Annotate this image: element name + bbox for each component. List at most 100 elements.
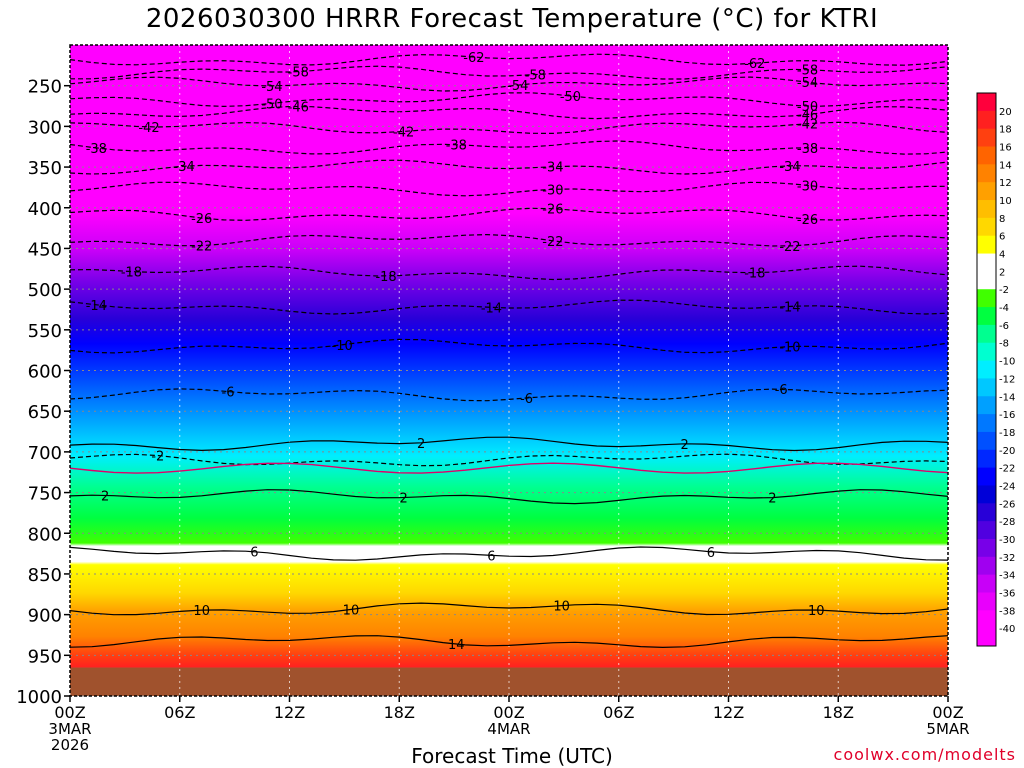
y-tick-label: 450 <box>28 239 62 260</box>
isotherm-label: 14 <box>448 638 465 653</box>
isotherm-line <box>69 299 949 315</box>
isotherm-label: -26 <box>191 212 212 227</box>
y-tick-label: 900 <box>28 606 62 627</box>
isotherm-label: 2 <box>399 492 407 507</box>
isotherm-label: -50 <box>797 100 818 115</box>
isotherm-label: 2 <box>417 437 425 452</box>
isotherm-label: -6 <box>775 383 788 398</box>
colorbar-swatch <box>977 592 996 611</box>
colorbar-label: 10 <box>999 196 1012 207</box>
colorbar-swatch <box>977 235 996 255</box>
colorbar-label: -2 <box>999 285 1009 296</box>
y-tick-label: 1000 <box>16 687 62 708</box>
y-tick-label: 800 <box>28 524 62 545</box>
isotherm-label: -54 <box>797 76 818 91</box>
colorbar-swatch <box>977 342 996 362</box>
colorbar-label: -38 <box>999 606 1015 617</box>
y-tick-label: 400 <box>28 199 62 220</box>
isotherm-line <box>69 105 949 120</box>
isotherm-label: -38 <box>446 139 467 154</box>
x-tick-label: 00Z <box>54 703 85 722</box>
freezing-line <box>69 462 949 474</box>
x-tick-label: 12Z <box>713 703 744 722</box>
isotherm-line <box>69 207 949 221</box>
colorbar-swatch <box>977 396 996 415</box>
isotherm-line <box>69 53 949 66</box>
colorbar-swatch <box>977 128 996 148</box>
isotherm-line <box>69 76 949 92</box>
credit-text: coolwx.com/modelts <box>833 745 1016 764</box>
isotherm-label: 6 <box>487 549 495 564</box>
isotherm-label: 10 <box>808 604 825 619</box>
isotherm-label: -14 <box>86 299 107 314</box>
isotherm-label: -14 <box>779 300 800 315</box>
isotherm-label: 10 <box>193 604 210 619</box>
isotherm-label: -62 <box>744 57 765 72</box>
colorbar-label: 12 <box>999 178 1012 189</box>
colorbar-frame <box>976 92 997 647</box>
colorbar-swatch <box>977 467 996 486</box>
isotherm-label: -30 <box>797 179 818 194</box>
isotherm-line <box>69 159 949 175</box>
colorbar-label: -26 <box>999 499 1015 510</box>
colorbar-label: 20 <box>999 107 1012 118</box>
colorbar-label: -24 <box>999 481 1015 492</box>
colorbar-label: 2 <box>999 267 1005 278</box>
isotherm-line <box>69 140 949 155</box>
colorbar-label: -10 <box>999 357 1015 368</box>
colorbar-swatch <box>977 110 996 130</box>
isotherm-label: -42 <box>393 125 414 140</box>
colorbar-swatch <box>977 271 996 290</box>
colorbar-swatch <box>977 574 996 593</box>
isotherm-label: 2 <box>768 492 776 507</box>
isotherm-line <box>70 65 949 80</box>
x-date-label: 3MAR <box>48 720 91 738</box>
colorbar-swatch <box>977 503 996 522</box>
x-date-label: 2026 <box>51 736 89 754</box>
colorbar-label: -32 <box>999 553 1015 564</box>
isotherm-label: -22 <box>191 240 212 255</box>
isotherm-line <box>69 546 949 561</box>
isotherm-label: -38 <box>797 142 818 157</box>
colorbar-swatch <box>977 324 996 344</box>
isotherm-label: 2 <box>680 438 688 453</box>
isotherm-label: -54 <box>261 80 282 95</box>
isotherm-label: 6 <box>707 546 715 561</box>
colorbar-swatch <box>977 146 996 165</box>
isotherm-label: -46 <box>797 109 818 124</box>
colorbar-label: -36 <box>999 588 1015 599</box>
x-tick-label: 00Z <box>493 703 524 722</box>
colorbar-label: -30 <box>999 535 1015 546</box>
isotherm-label: -30 <box>542 183 563 198</box>
colorbar-label: 18 <box>999 125 1012 136</box>
isotherm-label: 6 <box>250 546 258 561</box>
colorbar-label: -6 <box>999 321 1009 332</box>
isotherm-label: -26 <box>542 203 563 218</box>
colorbar-swatch <box>977 414 996 433</box>
isotherm-line <box>69 602 949 616</box>
isotherm-line <box>69 233 949 247</box>
y-tick-label: 300 <box>28 117 62 138</box>
isotherm-label: -10 <box>779 341 800 356</box>
isotherm-line <box>69 388 949 402</box>
colorbar-label: -8 <box>999 339 1009 350</box>
isotherm-line <box>69 265 949 281</box>
isotherm-label: -34 <box>542 161 563 176</box>
isotherm-label: -50 <box>261 97 282 112</box>
chart-grid <box>69 45 949 697</box>
isotherm-label: -2 <box>151 450 164 465</box>
isotherm-label: -14 <box>481 301 502 316</box>
colorbar-label: -40 <box>999 624 1015 635</box>
colorbar-swatch <box>977 289 996 308</box>
isotherm-label: -58 <box>797 64 818 79</box>
isotherm-line <box>69 338 949 354</box>
isotherm-line <box>69 181 949 197</box>
isotherm-label: -22 <box>542 235 563 250</box>
isotherm-label: -18 <box>744 267 765 282</box>
colorbar-label: -12 <box>999 374 1015 385</box>
colorbar-swatch <box>977 164 996 183</box>
colorbar-swatch <box>977 200 996 219</box>
colorbar: 20 18 16 14 12 10 8 6 4 2 -2 -4 -6 -8 -10 -12 -14 -16 -18 -… <box>976 92 1015 647</box>
x-tick-label: 06Z <box>164 703 195 722</box>
